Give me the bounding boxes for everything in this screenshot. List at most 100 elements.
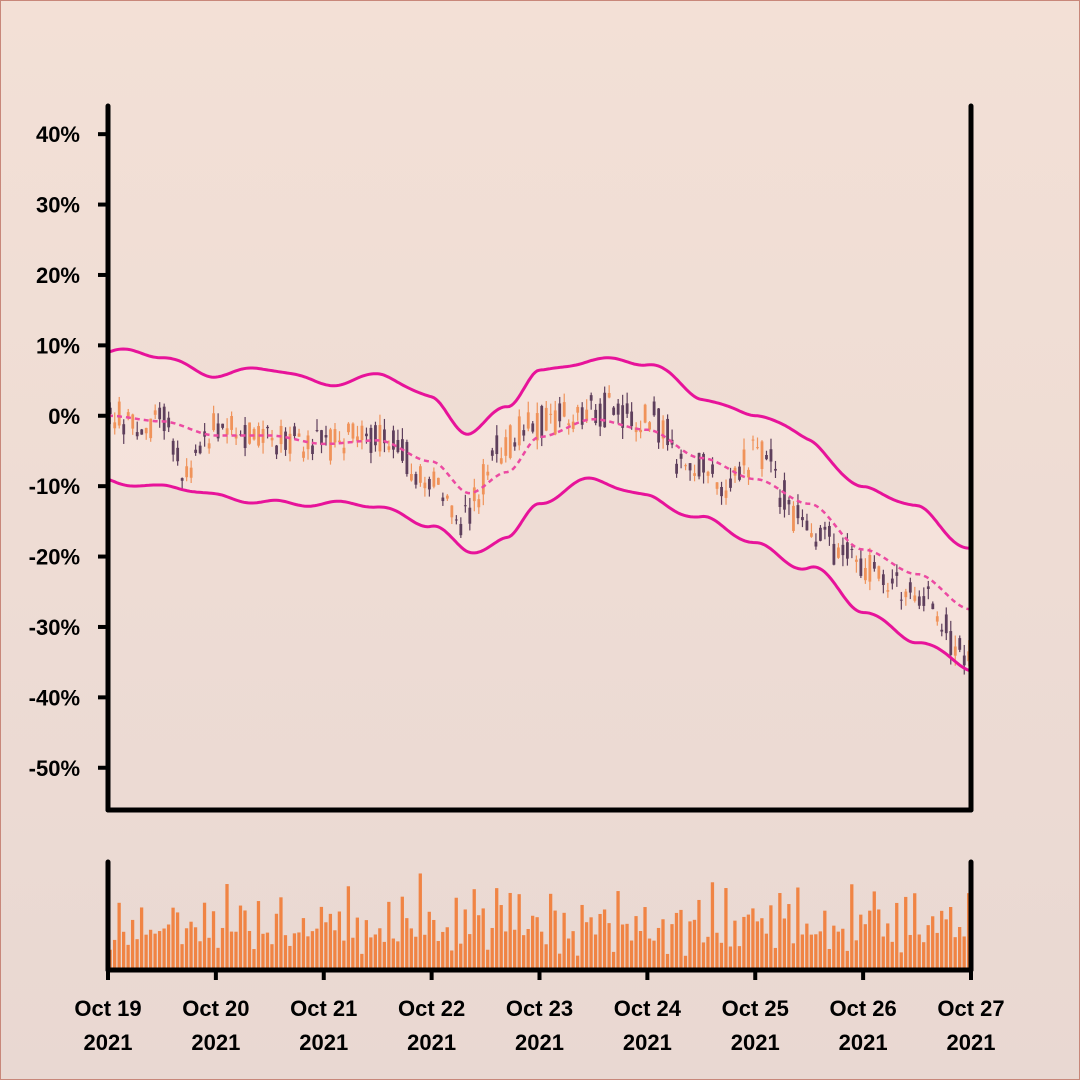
volume-bar [805,923,809,970]
candle-body [760,441,764,470]
x-tick-label-date: Oct 20 [182,996,249,1021]
volume-bar [315,928,319,970]
volume-bar [895,902,899,970]
volume-bar [162,928,166,970]
candle-body [378,424,382,452]
candle-body [922,596,926,606]
candle-body [868,555,872,582]
volume-bar [157,931,162,970]
candle-body [711,464,714,474]
candle-body [383,429,386,444]
volume-bar [445,927,449,970]
volume-bar [647,938,652,970]
candle-body [940,629,944,632]
candle-body [720,487,723,497]
candle-body [360,425,364,441]
candle-body [724,490,728,498]
candle-body [486,471,490,476]
candle-body [863,567,867,581]
volume-bar [566,938,571,970]
candle-body [230,416,234,430]
volume-bar [674,912,679,970]
volume-bar [216,947,220,970]
volume-bar [562,912,566,970]
candle-body [544,407,548,431]
volume-bar [575,955,580,970]
volume-bar [863,924,867,970]
volume-bar [944,919,948,970]
x-tick-label-year: 2021 [84,1030,133,1055]
volume-bar [472,889,476,970]
candle-body [347,423,350,433]
volume-bar [751,908,755,970]
volume-bar [953,937,957,970]
volume-bar [283,935,288,970]
candle-body [441,497,445,502]
candle-body [778,497,782,507]
volume-bar [198,941,202,970]
volume-bar [643,907,647,970]
volume-bar [454,897,458,970]
volume-bar [486,949,490,970]
candle-body [445,495,449,499]
volume-bar [292,933,297,970]
volume-bar [935,932,939,970]
candle-body [248,422,251,444]
candle-body [225,428,229,435]
x-tick-label-date: Oct 26 [829,996,896,1021]
candle-body [558,403,562,422]
volume-bar [481,908,485,970]
candle-body [742,449,746,466]
candle-body [405,441,409,475]
candle-body [751,439,755,441]
volume-bar [153,933,157,970]
volume-bar [701,942,706,970]
candle-body [499,458,503,464]
candle-body [854,559,858,562]
candle-body [814,541,818,547]
candle-body [297,433,301,437]
volume-bar [513,929,517,970]
volume-bar [544,944,548,970]
volume-bar [139,907,144,970]
candle-body [666,418,670,446]
volume-bar [180,944,184,970]
volume-bar [584,922,589,970]
volume-bar [548,893,553,970]
y-tick-label: 30% [36,193,80,218]
volume-bar [940,910,944,970]
volume-bar [504,931,508,970]
candle-body [571,421,575,429]
candle-body [180,478,184,481]
candle-body [715,482,719,489]
volume-bar [652,940,656,970]
candle-body [823,526,827,530]
candle-body [171,440,175,455]
volume-bar [728,946,733,970]
volume-bar [459,943,463,970]
volume-bar [405,918,409,970]
volume-bar [432,919,436,970]
volume-bar [396,941,400,970]
candle-body [468,507,472,524]
y-tick-label: 10% [36,333,80,358]
candle-body [877,566,881,579]
candle-body [270,437,274,441]
candle-body [517,416,521,446]
candle-body [895,572,899,576]
volume-bar [517,894,521,970]
volume-bar [796,887,800,970]
candle-body [702,453,705,473]
candle-body [293,426,296,437]
volume-bar [688,921,692,970]
volume-bar [904,896,908,970]
candle-body [567,423,571,426]
candle-body [549,413,553,415]
candle-body [783,480,786,510]
candle-body [738,466,741,480]
volume-bar [962,936,966,970]
volume-bar [746,914,751,970]
volume-bar [737,946,742,970]
x-tick-label-date: Oct 21 [290,996,357,1021]
candle-body [958,638,962,650]
